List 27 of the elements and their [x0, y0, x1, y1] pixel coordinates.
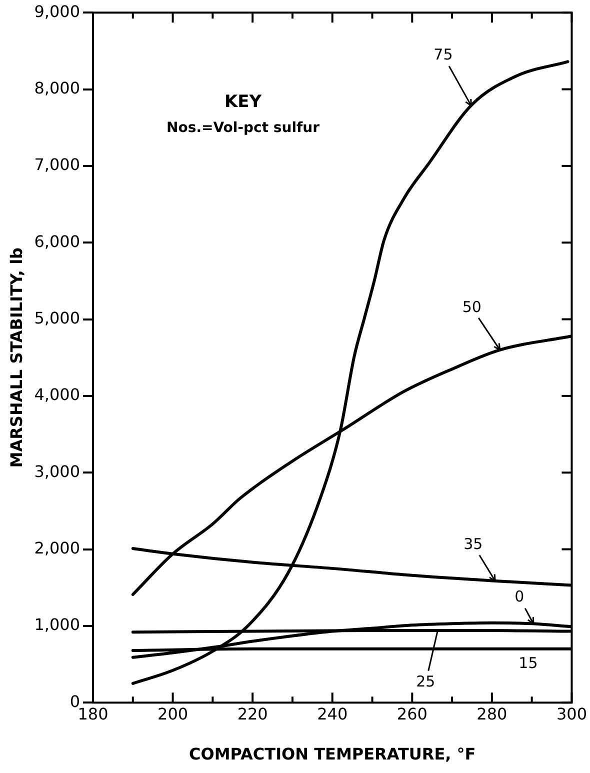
series-label: 15 [518, 654, 538, 672]
y-tick-label: 5,000 [34, 308, 80, 328]
annotation: Nos.=Vol-pct sulfur [166, 120, 320, 136]
y-tick-label: 2,000 [34, 538, 80, 558]
x-tick-label: 220 [237, 704, 268, 724]
text: 25 [416, 672, 436, 690]
text: 50 [462, 298, 482, 316]
x-tick-label: 240 [317, 704, 348, 724]
y-tick-label: 3,000 [34, 462, 80, 481]
text: 75 [434, 46, 453, 64]
x-tick-label: 280 [476, 704, 508, 724]
y-tick-label: 7,000 [34, 155, 80, 174]
y-tick-label: 9,000 [34, 2, 80, 21]
y-tick-label: 1,000 [34, 615, 80, 634]
x-tick-label: 300 [556, 704, 588, 724]
y-axis-title: MARSHALL STABILITY, lb [6, 248, 26, 468]
x-tick-label: 260 [396, 704, 428, 724]
y-tick-label: 4,000 [34, 385, 80, 404]
annotation: KEY [224, 92, 262, 112]
x-tick-label: 180 [78, 704, 108, 724]
y-tick-label: 8,000 [34, 78, 80, 98]
x-axis-title: COMPACTION TEMPERATURE, °F [189, 744, 476, 764]
y-tick-label: 6,000 [34, 232, 80, 251]
series-label: 0 [514, 588, 524, 606]
series-label: 35 [464, 534, 483, 553]
y-tick-label: 0 [70, 692, 80, 711]
x-tick-label: 200 [158, 704, 188, 724]
